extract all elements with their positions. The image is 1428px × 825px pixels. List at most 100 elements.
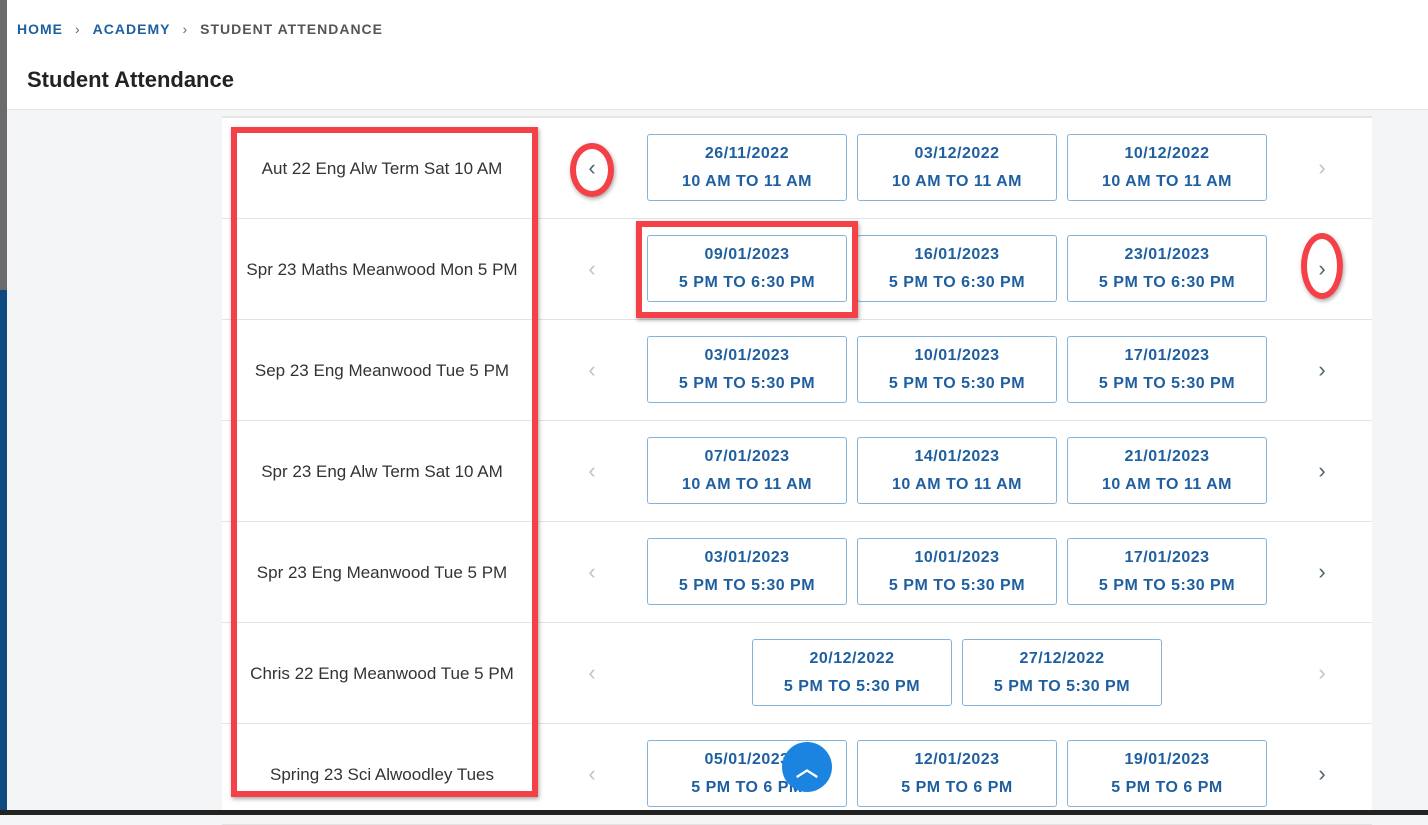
prev-button[interactable]: ‹ xyxy=(577,759,607,789)
session-slot-button[interactable]: 03/12/2022 10 AM TO 11 AM xyxy=(857,134,1057,201)
chevron-right-icon: › xyxy=(1318,559,1326,584)
course-row: Spr 23 Eng Meanwood Tue 5 PM ‹ 03/01/202… xyxy=(222,522,1372,623)
next-button[interactable]: › xyxy=(1307,355,1337,385)
chevron-left-icon: ‹ xyxy=(588,357,596,382)
session-slot-button[interactable]: 20/12/2022 5 PM TO 5:30 PM xyxy=(752,639,952,706)
window-edge xyxy=(0,0,7,815)
course-row: Chris 22 Eng Meanwood Tue 5 PM ‹ 20/12/2… xyxy=(222,623,1372,724)
course-name: Chris 22 Eng Meanwood Tue 5 PM xyxy=(250,663,514,683)
session-slots: 03/01/2023 5 PM TO 5:30 PM 10/01/2023 5 … xyxy=(647,538,1267,605)
slot-date: 16/01/2023 xyxy=(914,245,1000,263)
breadcrumb: HOME › ACADEMY › STUDENT ATTENDANCE xyxy=(17,21,383,37)
slot-time: 5 PM TO 5:30 PM xyxy=(783,677,921,695)
next-button[interactable]: › xyxy=(1307,153,1337,183)
session-slot-button[interactable]: 14/01/2023 10 AM TO 11 AM xyxy=(857,437,1057,504)
next-button[interactable]: › xyxy=(1307,456,1337,486)
session-slot-button[interactable]: 23/01/2023 5 PM TO 6:30 PM xyxy=(1067,235,1267,302)
session-slot-button[interactable]: 16/01/2023 5 PM TO 6:30 PM xyxy=(857,235,1057,302)
slot-date: 05/01/2023 xyxy=(704,750,790,768)
slot-date: 20/12/2022 xyxy=(809,649,895,667)
prev-button[interactable]: ‹ xyxy=(577,254,607,284)
breadcrumb-home[interactable]: HOME xyxy=(17,21,63,37)
slot-time: 5 PM TO 5:30 PM xyxy=(888,374,1026,392)
slot-date: 03/12/2022 xyxy=(914,144,1000,162)
slot-date: 09/01/2023 xyxy=(704,245,790,263)
slot-time: 10 AM TO 11 AM xyxy=(892,172,1022,190)
chevron-left-icon: ‹ xyxy=(588,256,596,281)
session-slot-button[interactable]: 03/01/2023 5 PM TO 5:30 PM xyxy=(647,336,847,403)
slot-time: 5 PM TO 6:30 PM xyxy=(1098,273,1236,291)
chevron-right-icon: › xyxy=(1318,357,1326,382)
slot-time: 5 PM TO 5:30 PM xyxy=(1098,576,1236,594)
session-slot-button[interactable]: 10/01/2023 5 PM TO 5:30 PM xyxy=(857,538,1057,605)
slot-date: 17/01/2023 xyxy=(1124,548,1210,566)
prev-button[interactable]: ‹ xyxy=(577,658,607,688)
chevron-left-icon: ‹ xyxy=(588,559,596,584)
slot-time: 10 AM TO 11 AM xyxy=(682,172,812,190)
prev-button[interactable]: ‹ xyxy=(577,557,607,587)
next-button[interactable]: › xyxy=(1307,658,1337,688)
slot-time: 10 AM TO 11 AM xyxy=(1102,475,1232,493)
scroll-to-top-button[interactable]: ︿ xyxy=(782,742,832,792)
session-slot-button[interactable]: 26/11/2022 10 AM TO 11 AM xyxy=(647,134,847,201)
session-slot-button[interactable]: 03/01/2023 5 PM TO 5:30 PM xyxy=(647,538,847,605)
session-slot-button[interactable]: 27/12/2022 5 PM TO 5:30 PM xyxy=(962,639,1162,706)
slot-time: 10 AM TO 11 AM xyxy=(682,475,812,493)
slot-time: 5 PM TO 5:30 PM xyxy=(678,576,816,594)
breadcrumb-separator-icon: › xyxy=(75,21,81,37)
slot-date: 07/01/2023 xyxy=(704,447,790,465)
session-slot-button[interactable]: 21/01/2023 10 AM TO 11 AM xyxy=(1067,437,1267,504)
session-slot-button[interactable]: 10/12/2022 10 AM TO 11 AM xyxy=(1067,134,1267,201)
slot-date: 03/01/2023 xyxy=(704,346,790,364)
chevron-right-icon: › xyxy=(1318,761,1326,786)
slot-date: 23/01/2023 xyxy=(1124,245,1210,263)
course-name: Sep 23 Eng Meanwood Tue 5 PM xyxy=(254,360,510,380)
annotation-slot-box xyxy=(636,221,858,318)
taskbar xyxy=(0,810,1428,815)
page-header: HOME › ACADEMY › STUDENT ATTENDANCE Stud… xyxy=(7,0,1428,110)
slot-time: 5 PM TO 6 PM xyxy=(1111,778,1223,796)
chevron-left-icon: ‹ xyxy=(588,458,596,483)
chevron-up-icon: ︿ xyxy=(795,756,818,781)
annotation-course-names-box xyxy=(231,127,538,797)
chevron-left-icon: ‹ xyxy=(588,761,596,786)
slot-date: 21/01/2023 xyxy=(1124,447,1210,465)
session-slots: 07/01/2023 10 AM TO 11 AM 14/01/2023 10 … xyxy=(647,437,1267,504)
session-slot-button[interactable]: 07/01/2023 10 AM TO 11 AM xyxy=(647,437,847,504)
slot-time: 5 PM TO 5:30 PM xyxy=(888,576,1026,594)
slot-time: 10 AM TO 11 AM xyxy=(1102,172,1232,190)
next-button[interactable]: › xyxy=(1307,557,1337,587)
slot-time: 10 AM TO 11 AM xyxy=(892,475,1022,493)
slot-date: 12/01/2023 xyxy=(914,750,1000,768)
session-slots: 09/01/2023 5 PM TO 6:30 PM 16/01/2023 5 … xyxy=(647,235,1267,302)
chevron-right-icon: › xyxy=(1318,660,1326,685)
course-name: Spr 23 Eng Alw Term Sat 10 AM xyxy=(261,461,503,481)
session-slot-button[interactable]: 17/01/2023 5 PM TO 5:30 PM xyxy=(1067,336,1267,403)
session-slot-button[interactable]: 17/01/2023 5 PM TO 5:30 PM xyxy=(1067,538,1267,605)
course-row: Spr 23 Eng Alw Term Sat 10 AM ‹ 07/01/20… xyxy=(222,421,1372,522)
slot-date: 10/01/2023 xyxy=(914,346,1000,364)
annotation-next-circle xyxy=(1301,233,1343,299)
session-slot-button[interactable]: 19/01/2023 5 PM TO 6 PM xyxy=(1067,740,1267,807)
slot-date: 03/01/2023 xyxy=(704,548,790,566)
course-name: Spr 23 Eng Meanwood Tue 5 PM xyxy=(256,562,508,582)
slot-time: 5 PM TO 6:30 PM xyxy=(678,273,816,291)
session-slot-button[interactable]: 10/01/2023 5 PM TO 5:30 PM xyxy=(857,336,1057,403)
breadcrumb-academy[interactable]: ACADEMY xyxy=(92,21,171,37)
course-row: Aut 22 Eng Alw Term Sat 10 AM ‹ 26/11/20… xyxy=(222,118,1372,219)
prev-button[interactable]: ‹ xyxy=(577,456,607,486)
session-slot-button[interactable]: 09/01/2023 5 PM TO 6:30 PM xyxy=(647,235,847,302)
slot-date: 14/01/2023 xyxy=(914,447,1000,465)
session-slots: 20/12/2022 5 PM TO 5:30 PM 27/12/2022 5 … xyxy=(647,639,1267,706)
slot-time: 5 PM TO 5:30 PM xyxy=(993,677,1131,695)
attendance-list: Aut 22 Eng Alw Term Sat 10 AM ‹ 26/11/20… xyxy=(222,116,1372,825)
slot-time: 5 PM TO 5:30 PM xyxy=(1098,374,1236,392)
session-slot-button[interactable]: 12/01/2023 5 PM TO 6 PM xyxy=(857,740,1057,807)
slot-date: 10/12/2022 xyxy=(1124,144,1210,162)
chevron-left-icon: ‹ xyxy=(588,660,596,685)
course-name: Spring 23 Sci Alwoodley Tues xyxy=(270,764,494,784)
next-button[interactable]: › xyxy=(1307,759,1337,789)
prev-button[interactable]: ‹ xyxy=(577,355,607,385)
chevron-right-icon: › xyxy=(1318,458,1326,483)
slot-date: 26/11/2022 xyxy=(704,144,790,162)
